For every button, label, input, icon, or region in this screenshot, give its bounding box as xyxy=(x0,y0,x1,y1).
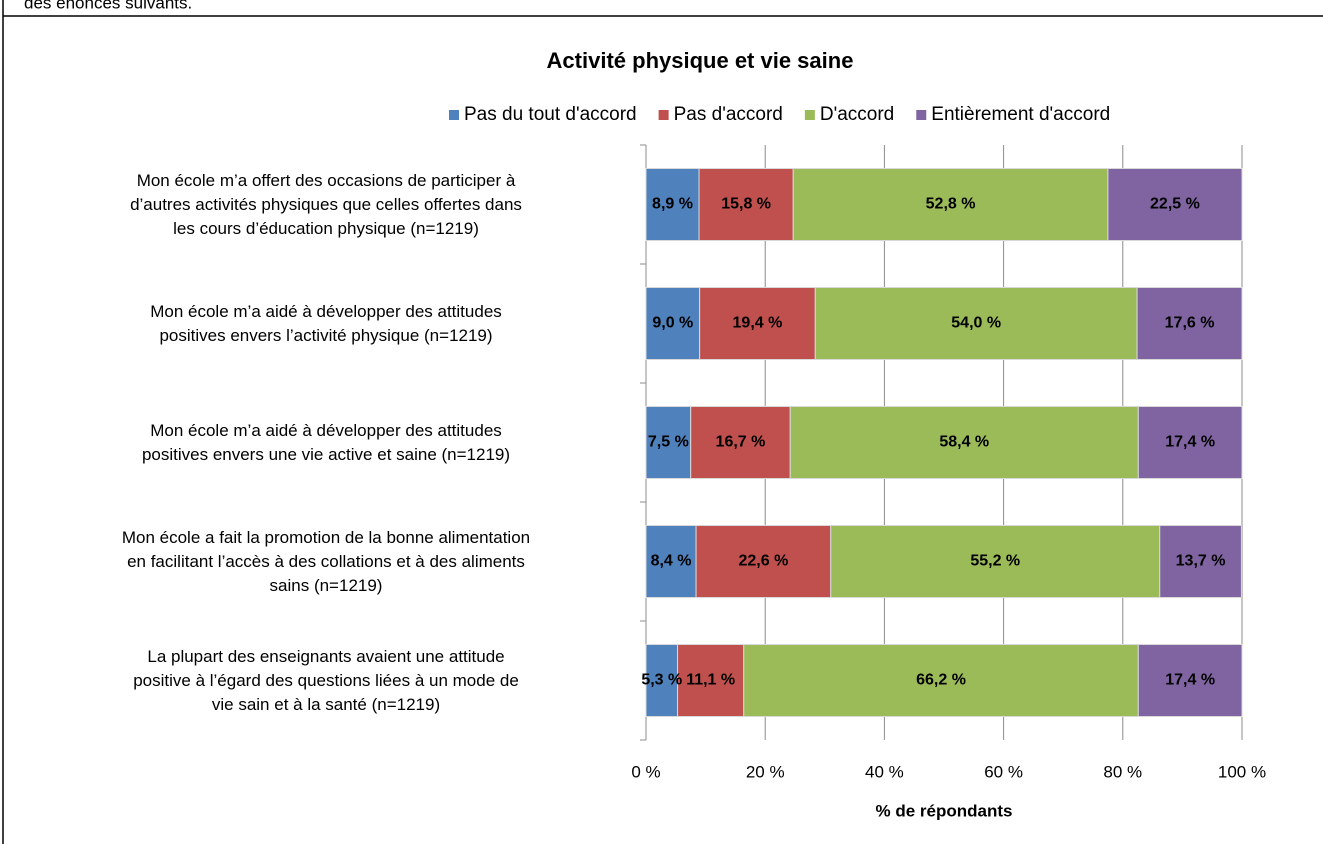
legend-swatch xyxy=(804,110,815,120)
data-label: 54,0 % xyxy=(951,315,1001,332)
data-label: 22,5 % xyxy=(1150,196,1200,213)
bar-segment xyxy=(695,525,832,598)
bar-segment xyxy=(814,287,1138,360)
bar-segment xyxy=(677,644,745,717)
category-label: Mon école m’a aidé à développer des atti… xyxy=(150,301,502,345)
legend-label: D'accord xyxy=(820,104,894,125)
x-tick-label: 80 % xyxy=(1103,762,1142,781)
bar-segment xyxy=(1136,287,1243,360)
data-label: 13,7 % xyxy=(1176,553,1226,570)
bar-segment xyxy=(1137,406,1243,479)
bar-segment xyxy=(792,168,1109,241)
data-label: 22,6 % xyxy=(739,553,789,570)
data-label: 9,0 % xyxy=(652,315,693,332)
data-label: 8,9 % xyxy=(652,196,693,213)
data-label: 66,2 % xyxy=(916,672,966,689)
bar-segment xyxy=(645,406,692,479)
data-label: 55,2 % xyxy=(970,553,1020,570)
bar-segment xyxy=(645,287,701,360)
bar-segment xyxy=(1137,644,1243,717)
data-label: 19,4 % xyxy=(733,315,783,332)
data-label: 58,4 % xyxy=(939,434,989,451)
bar-segment xyxy=(743,644,1139,717)
legend-label: Entièrement d'accord xyxy=(931,104,1110,125)
x-tick-label: 0 % xyxy=(631,762,660,781)
bar-segment xyxy=(645,525,697,598)
bar-segment xyxy=(830,525,1161,598)
bar-segment xyxy=(645,644,679,717)
category-label: Mon école a fait la promotion de la bonn… xyxy=(121,527,531,595)
data-label: 5,3 % xyxy=(641,672,682,689)
data-label: 11,1 % xyxy=(686,672,735,689)
bar-segment xyxy=(789,406,1139,479)
category-label: Mon école m’a offert des occasions de pa… xyxy=(130,170,522,238)
bar-segment xyxy=(690,406,791,479)
legend-label: Pas du tout d'accord xyxy=(464,104,637,125)
legend-swatch xyxy=(916,110,927,120)
bar-segment xyxy=(698,168,794,241)
x-tick-label: 40 % xyxy=(865,762,904,781)
x-tick-label: 100 % xyxy=(1218,762,1266,781)
bar-segment xyxy=(699,287,816,360)
x-axis-title: % de répondants xyxy=(876,801,1013,820)
bar-segment xyxy=(645,168,700,241)
legend-swatch xyxy=(449,110,459,120)
data-label: 8,4 % xyxy=(651,553,692,570)
header-text: des énoncés suivants. xyxy=(24,0,192,12)
bar-segment xyxy=(1159,525,1242,598)
category-label: La plupart des enseignants avaient une a… xyxy=(133,646,519,714)
data-label: 7,5 % xyxy=(648,434,689,451)
x-tick-label: 20 % xyxy=(746,762,785,781)
data-label: 17,4 % xyxy=(1165,672,1215,689)
bar-segment xyxy=(1107,168,1243,241)
data-label: 17,6 % xyxy=(1165,315,1215,332)
data-label: 15,8 % xyxy=(721,196,771,213)
legend-swatch xyxy=(658,110,669,120)
category-label: Mon école m’a aidé à développer des atti… xyxy=(141,420,511,464)
data-label: 16,7 % xyxy=(716,434,766,451)
x-tick-label: 60 % xyxy=(984,762,1023,781)
data-label: 52,8 % xyxy=(926,196,976,213)
legend-label: Pas d'accord xyxy=(674,104,783,125)
data-label: 17,4 % xyxy=(1165,434,1215,451)
chart-title: Activité physique et vie saine xyxy=(547,48,854,73)
